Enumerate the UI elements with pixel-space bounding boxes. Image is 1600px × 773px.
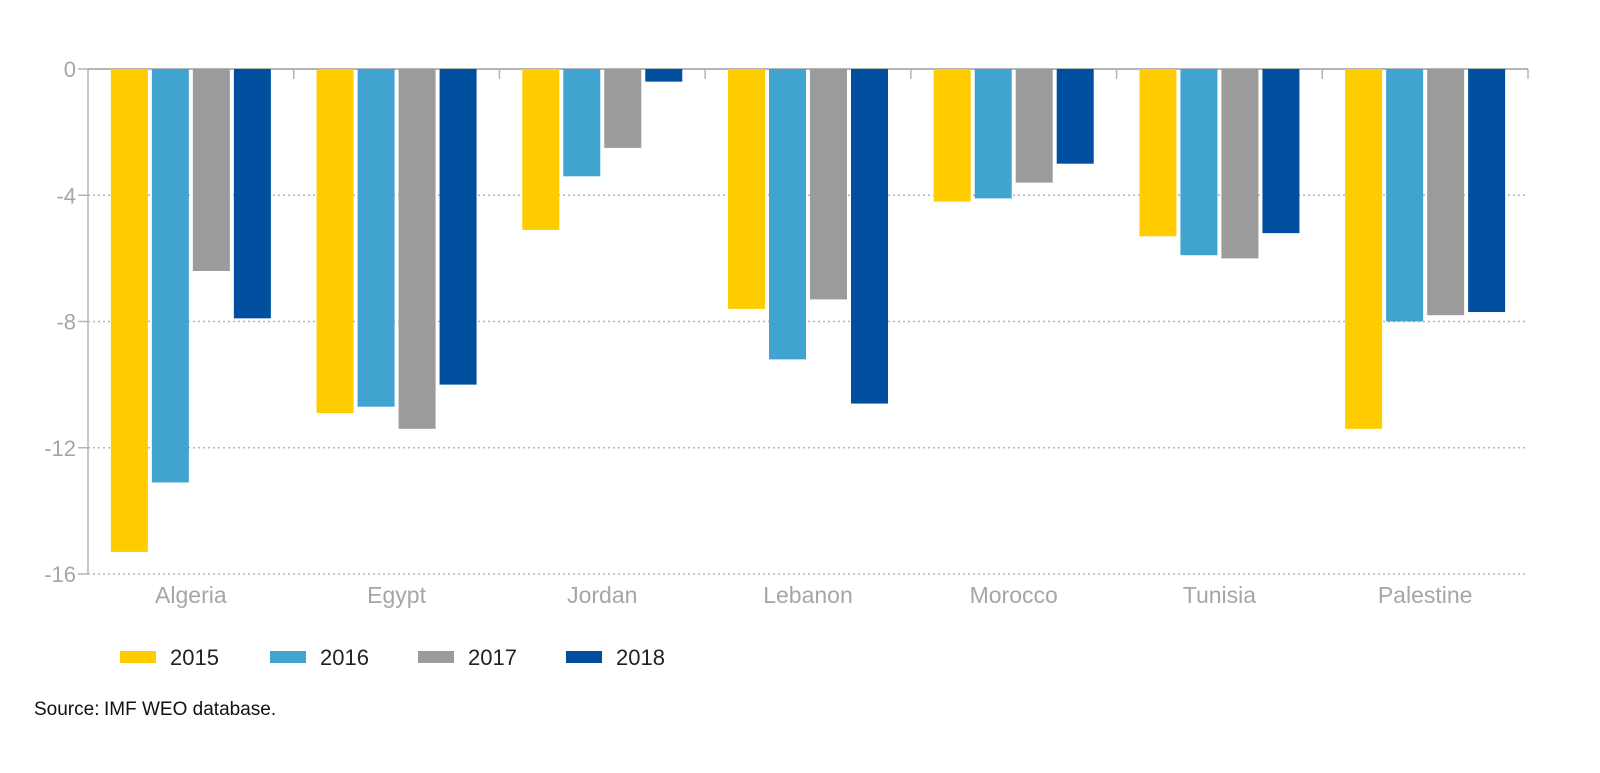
bar-algeria-2017 bbox=[192, 69, 230, 271]
legend-swatch-2017 bbox=[418, 651, 454, 663]
bar-tunisia-2016 bbox=[1180, 69, 1218, 256]
bar-chart: 0 -4 -8 -12 -16 Algeria Egypt Jordan Lebanon Mor… bbox=[44, 57, 1529, 670]
bar-tunisia-2018 bbox=[1262, 69, 1300, 234]
bar-morocco-2017 bbox=[1015, 69, 1053, 183]
bar-tunisia-2015 bbox=[1139, 69, 1177, 237]
bars bbox=[110, 69, 1506, 552]
bar-algeria-2016 bbox=[151, 69, 189, 483]
legend-swatch-2018 bbox=[566, 651, 602, 663]
gridlines bbox=[88, 194, 1528, 575]
bar-lebanon-2017 bbox=[810, 69, 847, 300]
bar-tunisia-2017 bbox=[1221, 69, 1259, 259]
bar-lebanon-2015 bbox=[728, 69, 765, 309]
x-category-label: Lebanon bbox=[763, 582, 853, 608]
bar-morocco-2015 bbox=[933, 69, 971, 202]
x-category-label: Tunisia bbox=[1183, 582, 1256, 608]
legend-label-2017: 2017 bbox=[468, 645, 517, 670]
y-tick-labels: 0 -4 -8 -12 -16 bbox=[44, 57, 76, 587]
legend: 2015 2016 2017 2018 bbox=[120, 645, 665, 670]
bar-palestine-2015 bbox=[1345, 69, 1383, 429]
bar-palestine-2018 bbox=[1468, 69, 1506, 313]
bar-jordan-2015 bbox=[522, 69, 560, 230]
bar-algeria-2015 bbox=[110, 69, 148, 552]
legend-label-2016: 2016 bbox=[320, 645, 369, 670]
bar-morocco-2018 bbox=[1056, 69, 1094, 164]
bar-jordan-2016 bbox=[563, 69, 601, 177]
legend-swatch-2015 bbox=[120, 651, 156, 663]
y-tick-label: -16 bbox=[44, 562, 76, 587]
y-tick-label: -4 bbox=[56, 183, 76, 208]
x-category-label: Jordan bbox=[567, 582, 637, 608]
legend-swatch-2016 bbox=[270, 651, 306, 663]
legend-label-2018: 2018 bbox=[616, 645, 665, 670]
bar-egypt-2016 bbox=[357, 69, 395, 407]
x-category-label: Egypt bbox=[367, 582, 426, 608]
bar-jordan-2018 bbox=[645, 69, 683, 82]
bar-morocco-2016 bbox=[974, 69, 1012, 199]
y-tick-label: 0 bbox=[64, 57, 76, 82]
bar-egypt-2017 bbox=[398, 69, 436, 429]
x-category-labels: Algeria Egypt Jordan Lebanon Morocco Tunisia P… bbox=[155, 582, 1472, 608]
source-note: Source: IMF WEO database. bbox=[34, 699, 276, 721]
x-category-label: Palestine bbox=[1378, 582, 1473, 608]
source-label: Source: bbox=[34, 699, 100, 720]
source-text: IMF WEO database. bbox=[104, 699, 277, 720]
y-tick-label: -8 bbox=[56, 310, 76, 335]
bar-palestine-2016 bbox=[1386, 69, 1424, 322]
bar-egypt-2018 bbox=[439, 69, 477, 385]
bar-lebanon-2018 bbox=[851, 69, 888, 404]
bar-lebanon-2016 bbox=[769, 69, 806, 360]
bar-egypt-2015 bbox=[316, 69, 354, 414]
x-category-label: Morocco bbox=[970, 582, 1058, 608]
legend-label-2015: 2015 bbox=[170, 645, 219, 670]
y-tick-label: -12 bbox=[44, 436, 76, 461]
bar-jordan-2017 bbox=[604, 69, 642, 148]
x-category-label: Algeria bbox=[155, 582, 227, 608]
bar-palestine-2017 bbox=[1427, 69, 1465, 316]
bar-algeria-2018 bbox=[233, 69, 271, 319]
